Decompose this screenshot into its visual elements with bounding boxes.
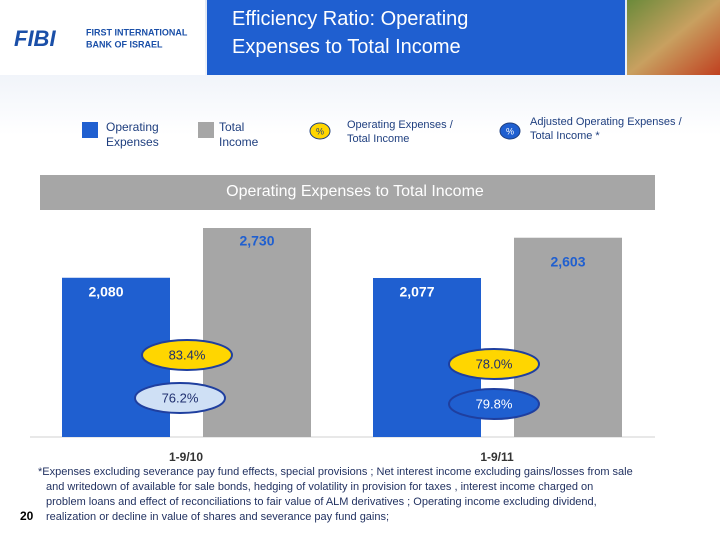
ratio-oval xyxy=(448,388,540,420)
value-label: 2,077 xyxy=(399,284,434,300)
chart-title: Efficiency Ratio: Operating Expenses to T… xyxy=(232,8,468,58)
value-label: 2,080 xyxy=(88,283,123,299)
logo-mark: FIBI xyxy=(14,26,56,51)
legend-swatch xyxy=(499,122,521,140)
legend-symbol: % xyxy=(506,126,514,136)
logo-line: FIRST INTERNATIONAL xyxy=(86,27,188,37)
legend-swatch xyxy=(309,122,331,140)
banner xyxy=(40,175,655,210)
legend-label: Total Income xyxy=(219,120,259,149)
ratio-label: 76.2% xyxy=(162,390,199,405)
legend-swatch xyxy=(198,122,214,138)
ratio-label: 83.4% xyxy=(169,347,206,362)
x-tick-label: 1-9/10 xyxy=(169,450,203,464)
photo xyxy=(627,0,720,75)
legend-swatch xyxy=(82,122,98,138)
chart-subtitle: Operating Expenses to Total Income xyxy=(226,183,484,200)
ratio-oval xyxy=(141,339,233,371)
value-label: 2,730 xyxy=(239,233,274,249)
logo-area xyxy=(0,0,205,75)
ratio-oval xyxy=(448,348,540,380)
ratio-oval xyxy=(134,382,226,414)
footnote: and writedown of available for sale bond… xyxy=(46,481,593,493)
value-label: 2,603 xyxy=(550,253,585,269)
legend-symbol: % xyxy=(316,126,324,136)
title-box xyxy=(207,0,625,75)
ratio-label: 79.8% xyxy=(476,396,513,411)
legend-label: Adjusted Operating Expenses / Total Incom… xyxy=(530,116,683,142)
footnote: *Expenses excluding severance pay fund e… xyxy=(38,466,633,478)
footnote: problem loans and effect of reconciliati… xyxy=(46,496,597,508)
legend-label: Operating Expenses xyxy=(106,120,159,149)
logo-line: BANK OF ISRAEL xyxy=(86,39,163,49)
footnote: realization or decline in value of share… xyxy=(46,511,389,523)
ratio-label: 78.0% xyxy=(476,356,513,371)
legend-label: Operating Expenses / Total Income xyxy=(347,119,454,145)
page-number: 20 xyxy=(20,509,34,523)
x-tick-label: 1-9/11 xyxy=(480,450,514,464)
